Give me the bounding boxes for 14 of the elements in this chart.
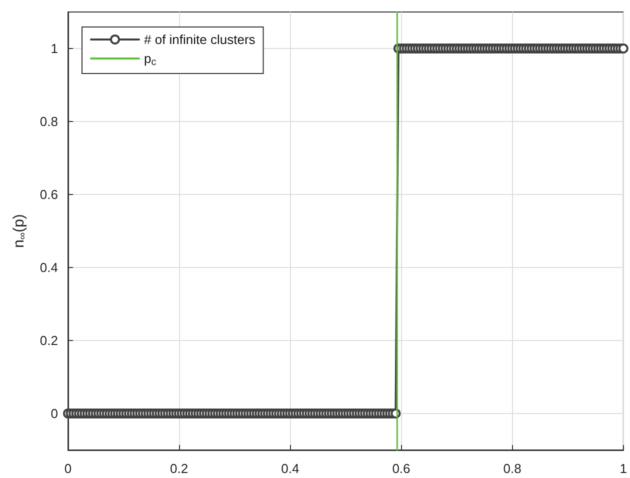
x-tick-label: 0.4 — [281, 461, 300, 476]
y-tick-label: 0.8 — [40, 114, 58, 129]
x-tick-label: 0.2 — [170, 461, 188, 476]
x-tick-label: 0.8 — [503, 461, 522, 476]
legend-label: # of infinite clusters — [144, 32, 256, 47]
y-tick-label: 0.2 — [40, 333, 58, 348]
y-axis-title: n∞(p) — [10, 214, 28, 248]
y-tick-label: 0 — [50, 406, 58, 421]
x-tick-label: 0 — [64, 461, 72, 476]
y-tick-label: 1 — [50, 41, 58, 56]
x-tick-label: 1 — [620, 461, 627, 476]
x-tick-label: 0.6 — [392, 461, 410, 476]
y-tick-label: 0.4 — [40, 260, 58, 275]
y-tick-label: 0.6 — [40, 187, 58, 202]
